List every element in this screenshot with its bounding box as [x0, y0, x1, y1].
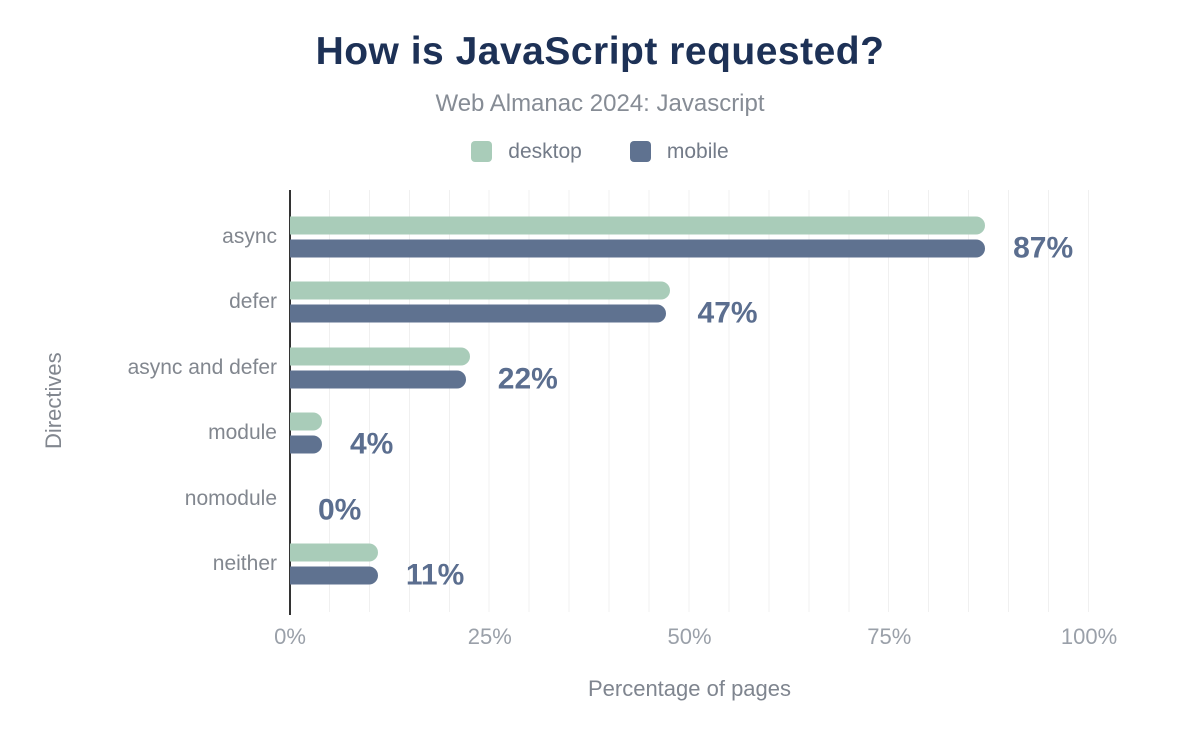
bar-group: 11% — [290, 543, 1089, 590]
category-row: nomodule 0% — [185, 466, 1089, 532]
x-tick-label: 50% — [667, 624, 712, 649]
category-label: defer — [229, 290, 277, 314]
x-tick-label: 75% — [867, 624, 912, 649]
mobile-bar[interactable] — [290, 304, 666, 323]
category-label: neither — [212, 552, 277, 576]
value-label: 0% — [318, 493, 362, 527]
bar-group: 4% — [290, 412, 1089, 459]
category-label: module — [208, 421, 277, 445]
chart-title: How is JavaScript requested? — [315, 30, 885, 73]
y-axis-line — [289, 190, 291, 615]
mobile-bar[interactable] — [290, 239, 986, 258]
mobile-swatch-icon — [629, 141, 651, 163]
value-label: 47% — [697, 296, 758, 330]
value-label: 22% — [497, 362, 558, 396]
bar-rows: async 87% defer 47% async and defer 22% module… — [128, 204, 1089, 598]
bar-group: 47% — [290, 281, 1089, 328]
chart-subtitle: Web Almanac 2024: Javascript — [435, 89, 765, 117]
y-axis-title: Directives — [41, 352, 66, 450]
category-row: module 4% — [208, 401, 1089, 467]
x-tick-label: 100% — [1060, 624, 1118, 649]
category-row: async and defer 22% — [128, 335, 1089, 401]
mobile-bar[interactable] — [290, 370, 466, 389]
legend: desktop mobile — [0, 140, 1200, 164]
desktop-bar[interactable] — [290, 543, 378, 562]
desktop-bar[interactable] — [290, 216, 986, 235]
mobile-bar[interactable] — [290, 435, 322, 454]
legend-item-desktop[interactable]: desktop — [471, 140, 582, 164]
desktop-bar[interactable] — [290, 412, 322, 431]
value-label: 11% — [405, 558, 465, 592]
desktop-bar[interactable] — [290, 281, 670, 300]
x-tick-label: 0% — [274, 624, 306, 649]
x-axis-ticks: 0% 25% 50% 75% 100% — [274, 624, 1117, 650]
legend-label-desktop: desktop — [508, 139, 582, 163]
category-label: async — [222, 224, 277, 248]
category-row: neither 11% — [213, 532, 1089, 598]
bar-group: 0% — [290, 478, 1089, 525]
bar-group: 87% — [290, 216, 1089, 263]
value-label: 4% — [349, 427, 394, 461]
legend-label-mobile: mobile — [666, 139, 729, 163]
x-tick-label: 25% — [467, 624, 512, 649]
value-label: 87% — [1013, 231, 1074, 265]
desktop-swatch-icon — [471, 141, 493, 163]
category-row: defer 47% — [229, 270, 1089, 336]
bar-group: 22% — [290, 347, 1089, 394]
category-label: nomodule — [184, 486, 277, 510]
mobile-bar[interactable] — [290, 566, 378, 585]
category-row: async 87% — [222, 204, 1089, 270]
legend-item-mobile[interactable]: mobile — [629, 139, 729, 164]
plot-area: Directives async 87% defer 47% async and def… — [41, 190, 1117, 701]
x-axis-title: Percentage of pages — [587, 676, 792, 701]
category-label: async and defer — [127, 355, 277, 379]
desktop-bar[interactable] — [290, 347, 470, 366]
